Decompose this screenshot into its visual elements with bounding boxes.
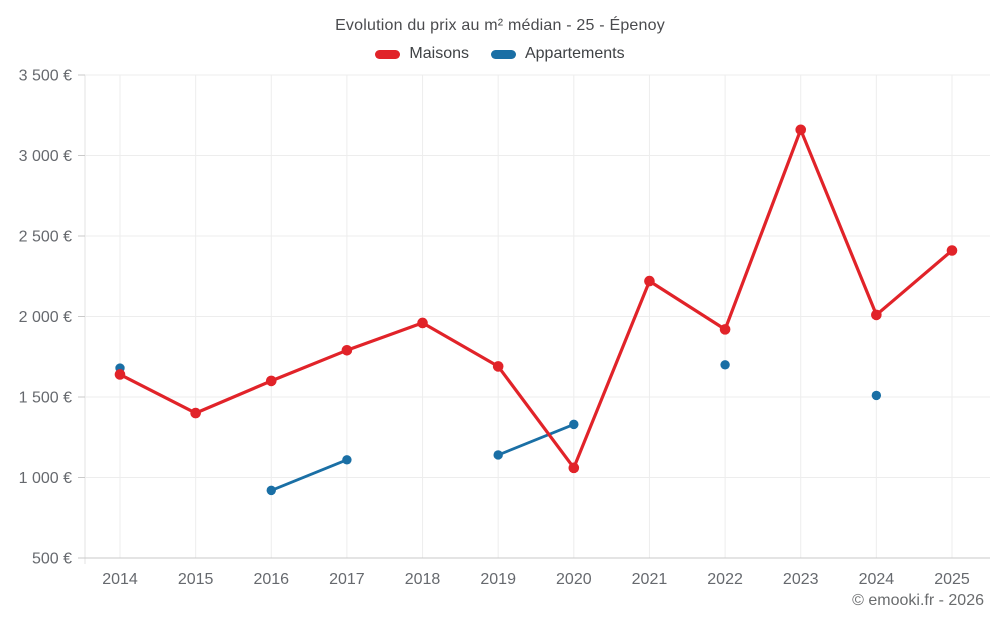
y-axis-label: 1 500 € xyxy=(19,390,72,407)
y-axis-label: 2 000 € xyxy=(19,309,72,326)
maisons-data-point[interactable] xyxy=(492,361,504,372)
maisons-data-point[interactable] xyxy=(946,245,958,256)
x-axis-label: 2017 xyxy=(329,571,365,588)
appartements-data-point[interactable] xyxy=(266,485,276,496)
maisons-data-point[interactable] xyxy=(719,324,731,335)
x-axis-label: 2021 xyxy=(632,571,668,588)
legend-item-maisons[interactable]: Maisons xyxy=(375,45,469,63)
y-axis-label: 2 500 € xyxy=(19,229,72,246)
x-axis-label: 2018 xyxy=(405,571,441,588)
x-axis-label: 2020 xyxy=(556,571,592,588)
appartements-data-point[interactable] xyxy=(569,419,579,430)
appartements-data-point[interactable] xyxy=(342,455,352,465)
maisons-data-point[interactable] xyxy=(795,124,807,136)
maisons-series-line xyxy=(118,128,954,470)
chart-title: Evolution du prix au m² médian - 25 - Ép… xyxy=(335,17,665,34)
x-axis-label: 2019 xyxy=(480,571,516,588)
maisons-data-point[interactable] xyxy=(190,407,201,419)
maisons-data-point[interactable] xyxy=(417,317,428,329)
appartements-data-point[interactable] xyxy=(493,450,503,460)
x-axis-label: 2015 xyxy=(178,571,214,588)
maisons-data-point[interactable] xyxy=(644,275,655,287)
appartements-data-point[interactable] xyxy=(720,360,730,370)
y-axis-label: 3 500 € xyxy=(19,68,72,85)
legend-item-appartements[interactable]: Appartements xyxy=(490,45,625,63)
x-axis-label: 2016 xyxy=(253,571,289,588)
maisons-series-swatch-icon xyxy=(375,49,401,59)
legend-label-appartements: Appartements xyxy=(524,45,625,62)
y-axis-label: 500 € xyxy=(32,551,72,568)
x-axis-label: 2022 xyxy=(707,571,743,588)
x-axis-label: 2014 xyxy=(102,571,138,588)
y-axis-label: 1 000 € xyxy=(19,470,72,487)
maisons-data-point[interactable] xyxy=(568,462,580,474)
maisons-data-point[interactable] xyxy=(341,345,353,356)
y-axis-label: 3 000 € xyxy=(19,148,72,165)
x-axis-label: 2025 xyxy=(934,571,970,588)
legend-label-maisons: Maisons xyxy=(409,45,469,62)
x-axis-label: 2024 xyxy=(859,571,895,588)
appartements-series-swatch-icon xyxy=(490,49,516,59)
legend: Maisons Appartements xyxy=(0,45,1000,63)
appartements-data-point[interactable] xyxy=(871,390,882,401)
credit-link[interactable]: © emooki.fr - 2026 xyxy=(852,592,984,609)
maisons-data-point[interactable] xyxy=(114,369,126,380)
x-axis-label: 2023 xyxy=(783,571,819,588)
maisons-data-point[interactable] xyxy=(871,309,882,321)
maisons-data-point[interactable] xyxy=(265,375,277,387)
